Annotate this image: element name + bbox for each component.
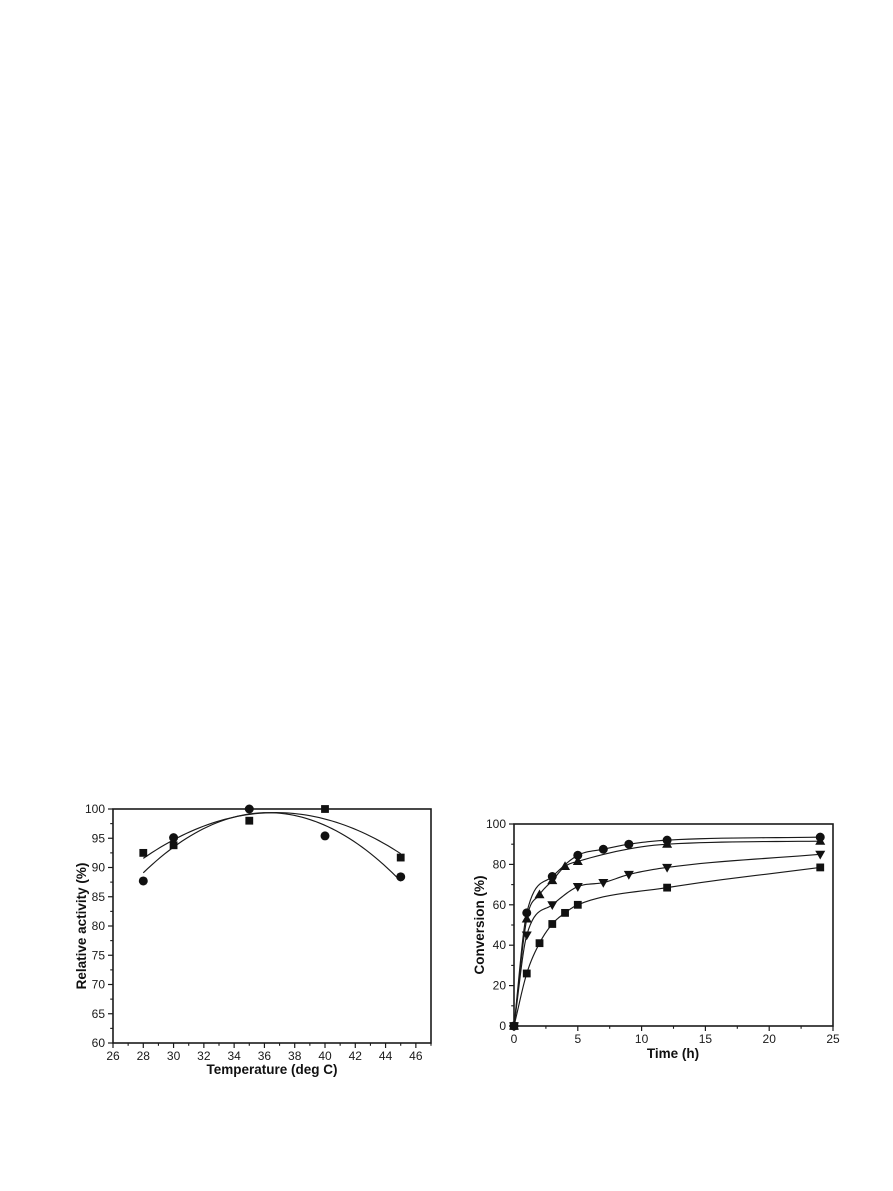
right-chart-y-axis-title: Conversion (%) xyxy=(472,875,487,974)
x-tick-label: 46 xyxy=(409,1049,423,1063)
plot-frame xyxy=(513,823,834,1027)
x-tick-label: 32 xyxy=(197,1049,211,1063)
series-curve-filled-circle-series xyxy=(513,836,821,1027)
marker-triangle-up xyxy=(572,856,583,865)
marker-circle xyxy=(169,833,179,843)
series-curve-filled-circle-series xyxy=(142,812,402,882)
x-tick-label: 36 xyxy=(258,1049,272,1063)
marker-triangle-down xyxy=(572,883,583,892)
x-tick-label: 42 xyxy=(349,1049,363,1063)
x-tick-label: 15 xyxy=(699,1032,713,1046)
right-chart-plot-area: 0 5 10 15 20 25 0 20 40 60 80 100 xyxy=(486,817,840,1046)
series-curve-filled-square-series xyxy=(142,812,402,859)
marker-triangle-down xyxy=(815,850,826,860)
y-tick-label: 80 xyxy=(493,857,507,871)
marker-triangle-up xyxy=(547,875,558,885)
marker-circle xyxy=(320,831,330,841)
y-tick-label: 40 xyxy=(493,938,507,952)
x-tick-label: 26 xyxy=(106,1049,120,1063)
marker-square xyxy=(169,841,178,850)
marker-triangle-up xyxy=(534,889,545,899)
y-tick-label: 85 xyxy=(92,890,106,904)
y-tick-label: 75 xyxy=(92,948,106,962)
right-chart-x-axis-title: Time (h) xyxy=(647,1046,699,1061)
x-tick-label: 44 xyxy=(379,1049,393,1063)
marker-triangle-up xyxy=(662,839,673,848)
marker-square xyxy=(816,863,825,872)
marker-circle xyxy=(138,876,148,886)
x-tick-label: 0 xyxy=(511,1032,518,1046)
x-tick-label: 5 xyxy=(574,1032,581,1046)
y-tick-label: 100 xyxy=(85,802,105,816)
marker-triangle-down xyxy=(662,863,673,873)
x-tick-label: 28 xyxy=(137,1049,151,1063)
y-tick-label: 20 xyxy=(493,979,507,993)
plot-frame xyxy=(112,808,432,1044)
y-tick-label: 0 xyxy=(499,1019,506,1033)
x-tick-label: 40 xyxy=(318,1049,332,1063)
x-tick-label: 10 xyxy=(635,1032,649,1046)
filled-triangle-up-series xyxy=(509,835,826,1030)
marker-circle xyxy=(573,850,583,860)
left-chart-plot-area: 26 28 30 32 34 36 38 40 42 44 46 60 65 70 75 80 85 90 95 10… xyxy=(85,802,432,1063)
marker-square xyxy=(396,853,405,862)
marker-square xyxy=(548,920,557,928)
marker-square xyxy=(139,848,148,857)
filled-square-series xyxy=(510,863,825,1030)
y-tick-label: 80 xyxy=(92,919,106,933)
y-tick-label: 100 xyxy=(486,817,506,831)
y-tick-label: 60 xyxy=(493,898,507,912)
marker-triangle-down xyxy=(623,870,634,880)
x-tick-label: 38 xyxy=(288,1049,302,1063)
filled-circle-series xyxy=(138,804,406,886)
marker-triangle-down xyxy=(547,901,558,910)
marker-triangle-up xyxy=(521,913,532,923)
marker-circle xyxy=(624,839,634,849)
x-tick-label: 34 xyxy=(227,1049,241,1063)
marker-square xyxy=(522,969,531,978)
marker-square xyxy=(561,908,569,917)
marker-circle xyxy=(244,804,254,814)
marker-triangle-down xyxy=(521,931,532,941)
y-tick-label: 65 xyxy=(92,1007,106,1021)
y-tick-label: 60 xyxy=(92,1036,106,1050)
marker-square xyxy=(245,816,254,825)
y-tick-label: 95 xyxy=(92,831,106,845)
marker-square xyxy=(510,1022,518,1030)
y-tick-label: 90 xyxy=(92,861,106,875)
marker-square xyxy=(535,939,544,948)
series-curve-filled-triangle-down-series xyxy=(513,853,821,1027)
x-tick-label: 20 xyxy=(763,1032,777,1046)
marker-triangle-up xyxy=(815,835,826,845)
marker-square xyxy=(321,805,329,813)
filled-square-series xyxy=(139,805,405,862)
x-tick-label: 25 xyxy=(826,1032,840,1046)
x-tick-label: 30 xyxy=(167,1049,181,1063)
marker-square xyxy=(573,900,582,909)
series-curve-filled-square-series xyxy=(513,866,821,1027)
marker-circle xyxy=(396,872,406,882)
left-chart-x-axis-title: Temperature (deg C) xyxy=(206,1062,337,1077)
y-tick-label: 70 xyxy=(92,978,106,992)
marker-triangle-up xyxy=(560,861,571,871)
marker-triangle-down xyxy=(598,878,609,888)
left-chart-y-axis-title: Relative activity (%) xyxy=(74,863,89,990)
marker-square xyxy=(663,883,672,892)
filled-circle-series xyxy=(509,832,825,1031)
marker-circle xyxy=(522,908,532,918)
marker-circle xyxy=(598,844,608,854)
